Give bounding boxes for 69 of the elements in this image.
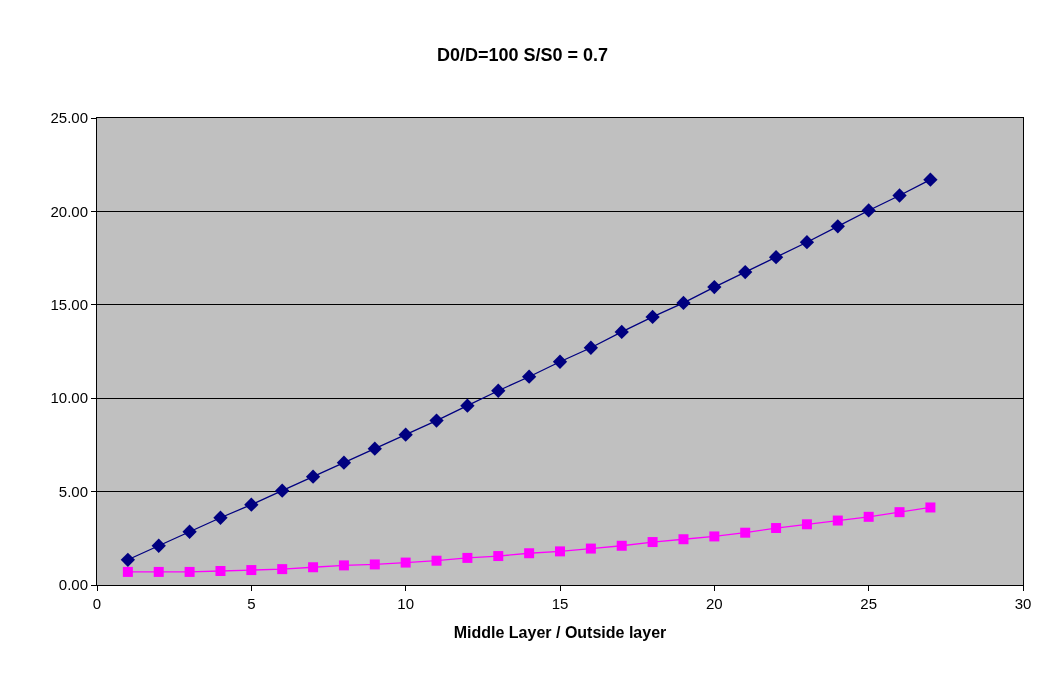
- point: [275, 483, 290, 498]
- point: [647, 537, 658, 548]
- point: [923, 172, 938, 187]
- point: [400, 557, 411, 568]
- point: [894, 507, 905, 518]
- point: [215, 565, 226, 576]
- point: [184, 566, 195, 577]
- point: [120, 552, 136, 567]
- y-tick-label: 5.00: [58, 482, 88, 500]
- point: [369, 559, 380, 570]
- point: [645, 309, 660, 325]
- x-axis-title: Middle Layer / Outside layer: [453, 623, 667, 641]
- point: [614, 324, 629, 340]
- point: [493, 551, 504, 562]
- point: [861, 203, 876, 218]
- x-tick-label: 10: [397, 595, 415, 612]
- y-tick-label: 25.00: [50, 109, 88, 127]
- point: [678, 534, 689, 545]
- point: [367, 441, 382, 456]
- point: [460, 398, 475, 413]
- point: [771, 523, 782, 534]
- chart-title: D0/D=100 S/S0 = 0.7: [436, 44, 609, 65]
- point: [122, 566, 133, 577]
- point: [583, 340, 599, 355]
- point: [246, 565, 257, 576]
- point: [305, 469, 321, 484]
- point: [801, 519, 812, 530]
- point: [431, 555, 442, 566]
- point: [521, 369, 537, 384]
- y-tick-label: 0.00: [58, 576, 88, 594]
- point: [429, 413, 444, 428]
- point: [244, 497, 259, 512]
- x-tick-label: 30: [1014, 595, 1032, 612]
- point: [832, 515, 843, 526]
- point: [768, 250, 784, 265]
- point: [555, 546, 565, 557]
- point: [462, 552, 473, 563]
- point: [709, 531, 720, 542]
- x-tick-label: 15: [551, 595, 569, 612]
- point: [740, 527, 751, 538]
- point: [738, 264, 753, 280]
- y-tick-label: 10.00: [50, 389, 88, 407]
- x-tick-label: 25: [860, 595, 878, 612]
- point: [151, 538, 166, 553]
- point: [524, 548, 535, 559]
- point: [585, 543, 596, 554]
- y-tick-label: 20.00: [50, 202, 88, 220]
- point: [398, 427, 413, 442]
- point: [892, 188, 907, 203]
- point: [863, 511, 874, 522]
- point: [830, 219, 845, 234]
- x-tick-label: 5: [247, 595, 256, 612]
- point: [153, 566, 164, 577]
- point: [707, 279, 722, 295]
- point: [338, 560, 349, 571]
- point: [336, 455, 352, 470]
- point: [676, 295, 691, 311]
- x-tick-label: 0: [92, 595, 102, 612]
- point: [277, 564, 288, 575]
- point: [213, 510, 228, 525]
- x-tick-label: 20: [705, 595, 723, 612]
- point: [491, 383, 506, 398]
- point: [799, 235, 815, 250]
- point: [616, 540, 627, 551]
- point: [182, 524, 197, 539]
- point: [925, 502, 936, 513]
- point: [308, 562, 319, 573]
- point: [552, 354, 568, 369]
- y-tick-label: 15.00: [50, 296, 88, 314]
